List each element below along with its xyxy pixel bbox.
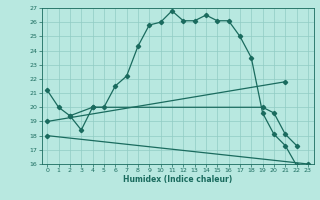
X-axis label: Humidex (Indice chaleur): Humidex (Indice chaleur): [123, 175, 232, 184]
